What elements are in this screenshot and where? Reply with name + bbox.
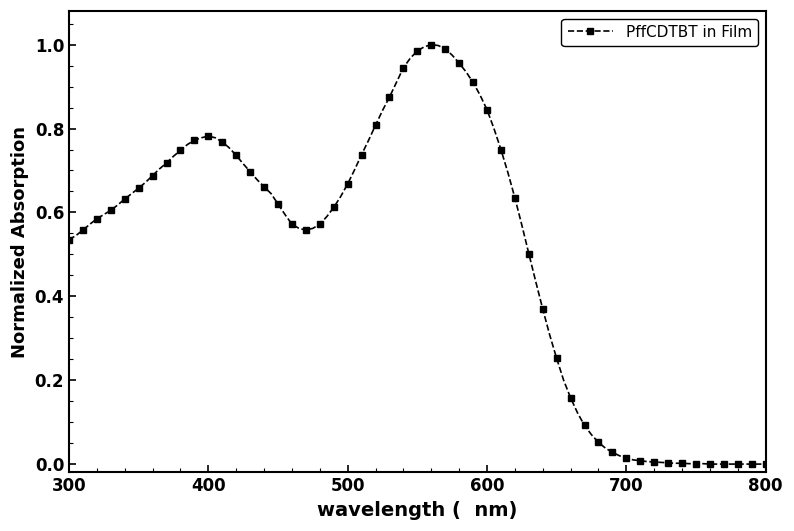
PffCDTBT in Film [238, 160, 248, 167]
X-axis label: wavelength (  nm): wavelength ( nm) [317, 501, 518, 520]
PffCDTBT in Film [761, 461, 770, 467]
PffCDTBT in Film [385, 94, 395, 100]
PffCDTBT in Film [559, 377, 569, 383]
PffCDTBT in Film [705, 461, 715, 467]
PffCDTBT in Film [113, 202, 122, 208]
PffCDTBT in Film [594, 439, 603, 446]
Y-axis label: Normalized Absorption: Normalized Absorption [11, 126, 29, 358]
Legend: PffCDTBT in Film: PffCDTBT in Film [561, 19, 758, 46]
PffCDTBT in Film [489, 125, 499, 132]
PffCDTBT in Film [426, 41, 436, 48]
PffCDTBT in Film [64, 236, 74, 243]
Line: PffCDTBT in Film: PffCDTBT in Film [66, 42, 769, 467]
